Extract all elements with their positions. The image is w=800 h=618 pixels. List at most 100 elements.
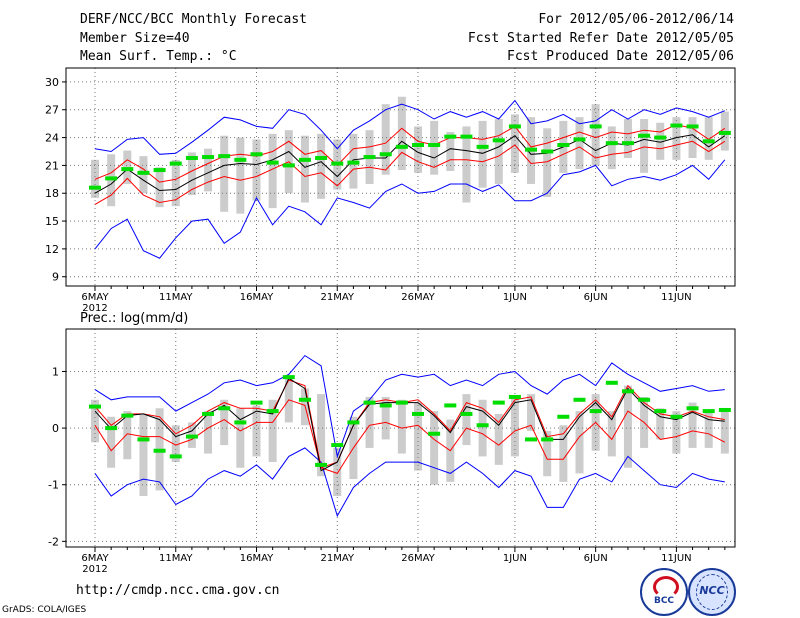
spread-box (317, 394, 326, 477)
spread-box (510, 114, 519, 173)
member-mark (428, 431, 441, 436)
y-tick-label: -2 (48, 535, 59, 548)
spread-box (317, 133, 326, 199)
member-mark (573, 137, 586, 142)
member-mark (686, 124, 699, 129)
spread-box (704, 117, 713, 160)
member-mark (137, 170, 150, 175)
spread-box (123, 411, 132, 460)
spread-box (107, 416, 116, 468)
member-mark (266, 409, 279, 414)
member-mark (202, 411, 215, 416)
spread-box (446, 132, 455, 171)
member-mark (153, 448, 166, 453)
chart-title: DERF/NCC/BCC Monthly Forecast (80, 12, 307, 27)
spread-box (559, 425, 568, 482)
member-mark (557, 414, 570, 419)
spread-box (414, 126, 422, 173)
member-mark (315, 462, 328, 467)
x-tick-label: 11JUN (661, 292, 691, 303)
spread-box (430, 411, 439, 485)
y-tick-label: -1 (48, 479, 59, 492)
panel-title: Prec.: log(mm/d) (80, 311, 188, 326)
spread-box (510, 396, 519, 457)
x-tick-label: 11MAY (159, 292, 193, 303)
member-mark (654, 135, 667, 140)
member-mark (541, 149, 554, 154)
member-mark (605, 380, 618, 385)
bcc-logo: BCC (640, 568, 688, 616)
member-mark (331, 443, 344, 448)
member-mark (492, 400, 505, 405)
x-tick-label: 6MAY (81, 292, 109, 303)
x-tick-label: 11JUN (661, 553, 691, 564)
member-mark (153, 168, 166, 173)
spread-box (414, 402, 422, 471)
member-mark (460, 411, 473, 416)
ncc-logo-text: NCC (699, 584, 725, 597)
spread-box (591, 104, 600, 166)
spread-box (430, 120, 439, 175)
member-mark (282, 163, 295, 168)
spread-box (656, 122, 665, 160)
member-mark (234, 157, 247, 162)
member-mark (105, 176, 118, 181)
y-tick-label: 18 (45, 187, 59, 200)
spread-box (623, 385, 632, 468)
member-mark (169, 161, 182, 166)
x-tick-label: 26MAY (401, 553, 435, 564)
spread-box (478, 120, 487, 188)
spread-box (397, 399, 406, 454)
series-line-min (94, 159, 726, 259)
spread-box (333, 447, 342, 497)
member-mark (670, 123, 683, 128)
member-mark (185, 155, 198, 160)
series-line-upper (94, 124, 726, 183)
member-mark (395, 400, 408, 405)
member-mark (476, 423, 489, 428)
bcc-swirl-icon (653, 576, 679, 598)
spread-box (575, 411, 584, 474)
spread-box (397, 96, 406, 171)
member-mark (444, 134, 457, 139)
spread-box (365, 396, 374, 448)
grads-credit: GrADS: COLA/IGES (2, 605, 87, 615)
member-mark (525, 437, 538, 442)
member-mark (718, 130, 731, 135)
spread-box (204, 411, 213, 454)
spread-box (171, 425, 180, 463)
x-tick-label: 16MAY (240, 553, 274, 564)
member-mark (492, 138, 505, 143)
bcc-logo-text: BCC (653, 596, 675, 606)
member-mark (573, 397, 586, 402)
spread-box (300, 135, 309, 203)
spread-box (252, 139, 261, 201)
variable-label: Mean Surf. Temp.: °C (80, 49, 237, 64)
spread-box (236, 137, 245, 214)
y-tick-label: 24 (45, 132, 59, 145)
member-mark (169, 454, 182, 459)
member-mark (202, 155, 215, 160)
y-tick-label: 21 (45, 159, 59, 172)
spread-box (543, 430, 552, 477)
member-mark (315, 155, 328, 160)
member-mark (589, 124, 602, 129)
member-mark (395, 144, 408, 149)
member-mark (508, 124, 521, 129)
spread-box (575, 117, 584, 170)
member-mark (702, 139, 715, 144)
member-mark (347, 160, 360, 165)
member-mark (686, 406, 699, 411)
x-tick-label: 21MAY (320, 292, 354, 303)
plot-frame (65, 67, 736, 287)
spread-box (640, 119, 649, 173)
x-tick-label: 26MAY (401, 292, 435, 303)
spread-box (688, 402, 697, 448)
forecast-period: For 2012/05/06-2012/06/14 (538, 12, 734, 27)
x-tick-label: 6JUN (584, 292, 608, 303)
spread-box (171, 159, 180, 207)
spread-box (236, 408, 245, 468)
member-mark (557, 142, 570, 147)
spread-box (204, 148, 213, 192)
footer-url[interactable]: http://cmdp.ncc.cma.gov.cn (76, 583, 280, 598)
